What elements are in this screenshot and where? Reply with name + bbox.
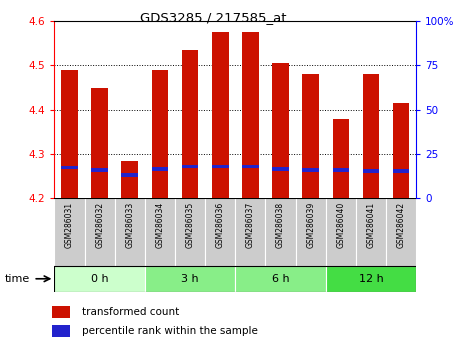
Text: GSM286033: GSM286033	[125, 202, 134, 248]
Bar	[122, 161, 138, 198]
Bar	[145, 266, 235, 292]
Bar	[265, 198, 296, 266]
Bar	[152, 167, 168, 171]
Text: time: time	[5, 274, 30, 284]
Text: 12 h: 12 h	[359, 274, 384, 284]
Text: GDS3285 / 217585_at: GDS3285 / 217585_at	[140, 11, 286, 24]
Bar	[296, 198, 326, 266]
Bar	[363, 169, 379, 173]
Bar	[235, 266, 326, 292]
Text: GSM286036: GSM286036	[216, 202, 225, 248]
Bar	[145, 198, 175, 266]
Bar	[205, 198, 235, 266]
Bar	[53, 325, 70, 337]
Bar	[152, 70, 168, 198]
Bar	[61, 166, 78, 170]
Bar	[235, 198, 265, 266]
Text: GSM286041: GSM286041	[367, 202, 376, 248]
Text: percentile rank within the sample: percentile rank within the sample	[82, 326, 258, 336]
Text: GSM286035: GSM286035	[185, 202, 194, 248]
Bar	[272, 167, 289, 171]
Bar	[54, 198, 85, 266]
Text: 3 h: 3 h	[181, 274, 199, 284]
Bar	[272, 63, 289, 198]
Bar	[242, 165, 259, 168]
Bar	[85, 198, 114, 266]
Text: GSM286031: GSM286031	[65, 202, 74, 248]
Bar	[182, 50, 198, 198]
Bar	[333, 119, 349, 198]
Bar	[363, 74, 379, 198]
Bar	[386, 198, 416, 266]
Bar	[182, 165, 198, 168]
Text: GSM286038: GSM286038	[276, 202, 285, 248]
Bar	[302, 74, 319, 198]
Bar	[91, 87, 108, 198]
Bar	[114, 198, 145, 266]
Text: GSM286032: GSM286032	[95, 202, 104, 248]
Bar	[53, 306, 70, 318]
Text: transformed count: transformed count	[82, 307, 179, 317]
Bar	[393, 103, 410, 198]
Text: 0 h: 0 h	[91, 274, 108, 284]
Bar	[356, 198, 386, 266]
Text: GSM286040: GSM286040	[336, 202, 345, 248]
Bar	[333, 168, 349, 172]
Text: GSM286042: GSM286042	[397, 202, 406, 248]
Bar	[122, 173, 138, 177]
Bar	[326, 198, 356, 266]
Text: GSM286034: GSM286034	[156, 202, 165, 248]
Text: 6 h: 6 h	[272, 274, 289, 284]
Text: GSM286037: GSM286037	[246, 202, 255, 248]
Bar	[61, 70, 78, 198]
Bar	[242, 32, 259, 198]
Bar	[326, 266, 416, 292]
Text: GSM286039: GSM286039	[306, 202, 315, 248]
Bar	[54, 266, 145, 292]
Bar	[175, 198, 205, 266]
Bar	[393, 169, 410, 173]
Bar	[212, 32, 228, 198]
Bar	[91, 168, 108, 172]
Bar	[302, 168, 319, 172]
Bar	[212, 165, 228, 168]
